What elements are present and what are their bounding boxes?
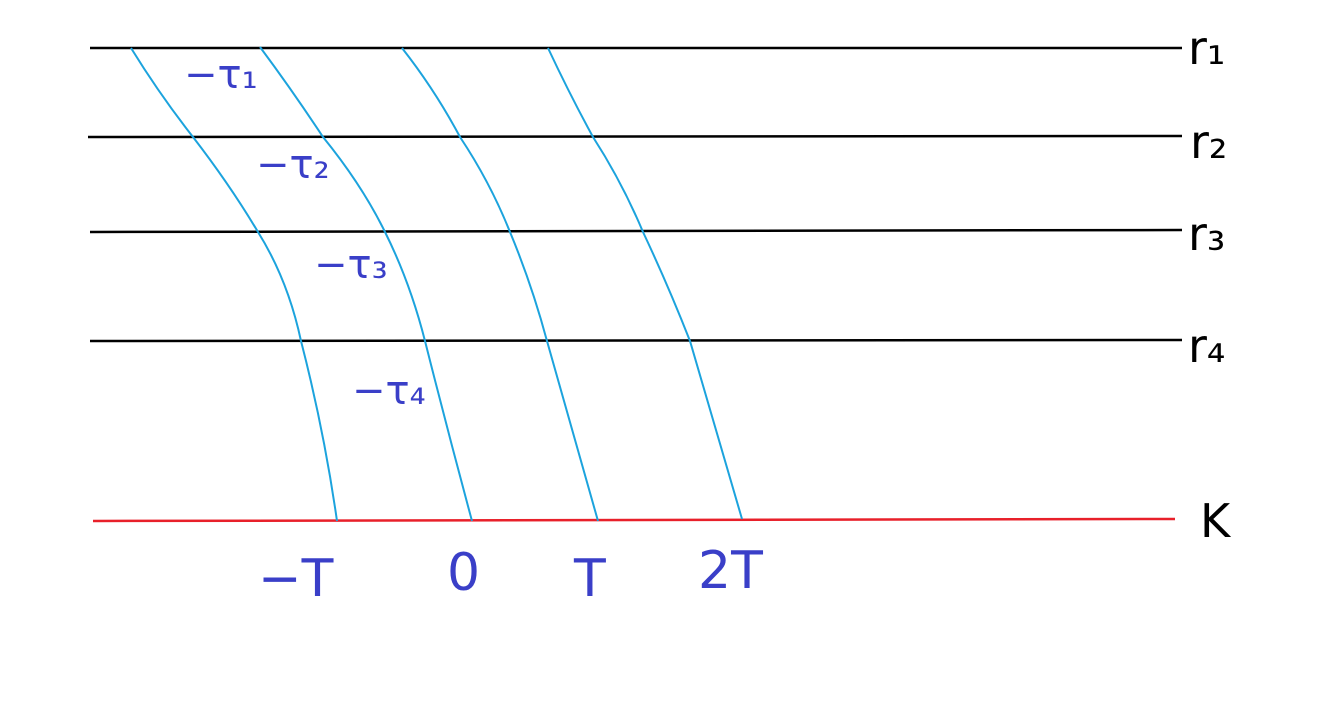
- delay-tau2: −τ₂: [256, 142, 330, 188]
- label-r3: r₃: [1188, 207, 1225, 261]
- line-r4: [89, 338, 1183, 343]
- tick-t: T: [573, 549, 606, 609]
- label-r1: r₁: [1188, 21, 1225, 75]
- curve-minus-t: [130, 47, 338, 522]
- label-r4: r₄: [1188, 319, 1225, 373]
- delay-tau4: −τ₄: [352, 368, 426, 414]
- curve-zero: [259, 46, 473, 522]
- delay-tau3: −τ₃: [314, 242, 388, 288]
- line-r3: [89, 228, 1183, 234]
- label-k: K: [1200, 494, 1232, 548]
- curve-t: [401, 47, 599, 522]
- tick-zero: 0: [447, 543, 480, 603]
- delay-tau1: −τ₁: [184, 52, 258, 98]
- tick-2t: 2T: [698, 541, 763, 601]
- line-k: [92, 517, 1176, 523]
- line-r2: [87, 134, 1183, 139]
- curve-2t: [547, 47, 743, 520]
- tick-minus-t: −T: [258, 549, 334, 609]
- label-r2: r₂: [1190, 115, 1227, 169]
